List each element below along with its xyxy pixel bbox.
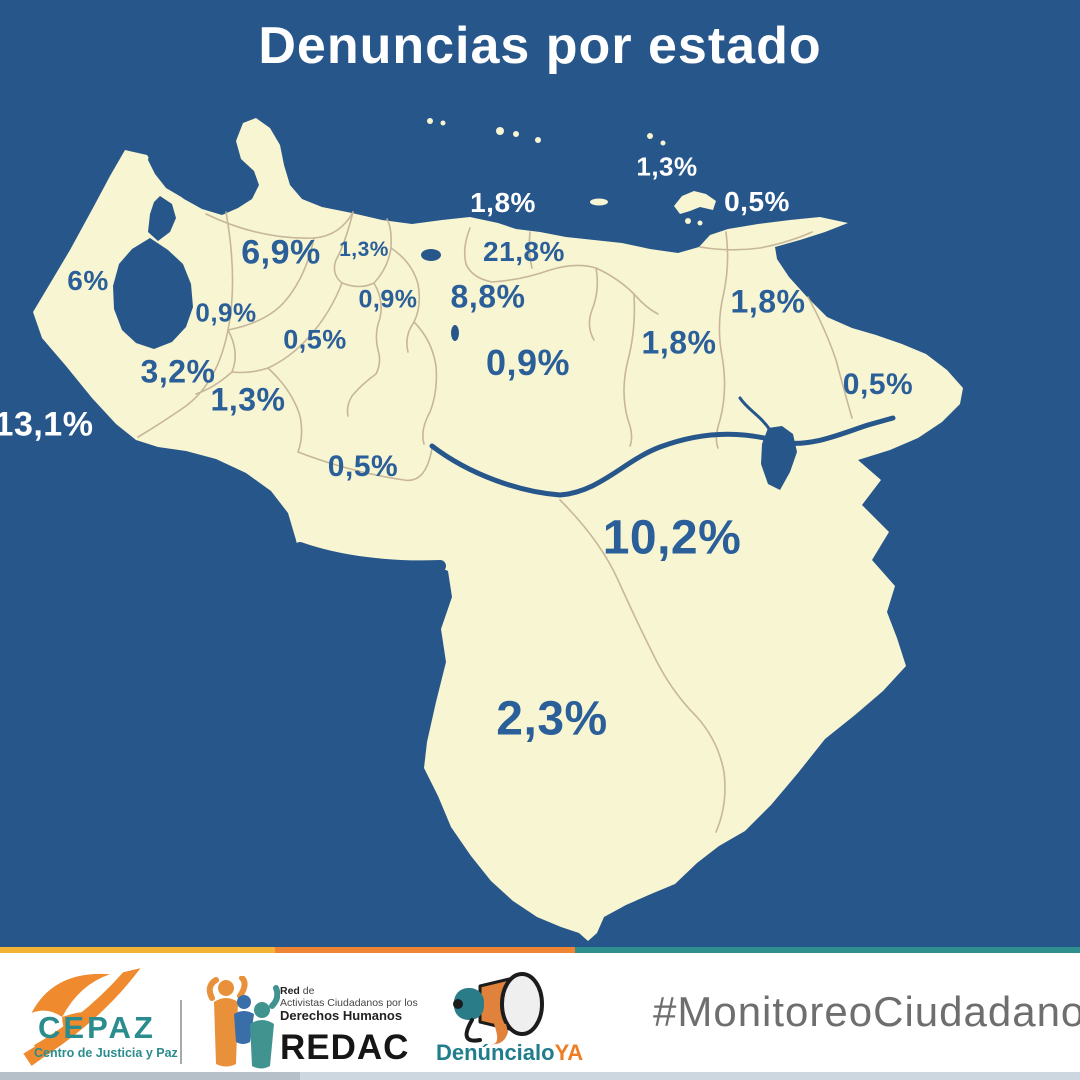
state-borders xyxy=(137,211,853,833)
bottom-border-left xyxy=(0,1072,300,1080)
redac-logo-text: REDAC xyxy=(280,1028,410,1067)
redac-line1-bold: Red xyxy=(280,985,300,997)
redac-line1: Red de xyxy=(280,985,314,997)
denuncialoya-logo-text: DenúncialoYA xyxy=(436,1040,583,1066)
state-label-bolivar: 10,2% xyxy=(602,511,742,565)
stripe-teal xyxy=(575,947,1080,953)
bottom-border xyxy=(0,1072,1080,1080)
caroni-river xyxy=(738,396,772,432)
state-label-portuguesa: 0,5% xyxy=(283,324,347,355)
state-label-aragua: 8,8% xyxy=(450,278,526,315)
cepaz-logo-text: CEPAZ xyxy=(38,1010,156,1045)
state-label-falcon: 6% xyxy=(67,265,109,296)
ya-text: YA xyxy=(554,1040,584,1065)
venezuela-landmass xyxy=(33,118,963,941)
redac-line3: Derechos Humanos xyxy=(280,1008,403,1023)
footer-accent-stripe xyxy=(0,947,1080,953)
state-label-yaracuy: 1,3% xyxy=(339,238,389,261)
apure-border-river xyxy=(294,542,446,573)
redac-line1-rest: de xyxy=(299,985,315,997)
hashtag-text: #MonitoreoCiudadano xyxy=(653,988,1080,1035)
state-label-lara: 6,9% xyxy=(241,233,321,272)
denuncialo-text: Denúncialo xyxy=(436,1040,555,1065)
small-lagoon xyxy=(451,325,459,341)
state-label-trujillo: 0,9% xyxy=(195,297,257,328)
redac-line2: Activistas Ciudadanos por los xyxy=(280,997,418,1009)
islands xyxy=(427,118,716,226)
rivers xyxy=(294,396,896,573)
megaphone-icon xyxy=(453,972,544,1045)
footer-divider xyxy=(180,1000,182,1064)
state-label-amazonas: 2,3% xyxy=(496,692,608,746)
state-label-barinas: 1,3% xyxy=(210,381,286,418)
state-label-distrito-capital: 21,8% xyxy=(483,236,565,267)
state-label-guarico: 0,9% xyxy=(485,342,571,383)
state-label-delta-amacuro: 0,5% xyxy=(842,368,914,401)
state-label-anzoategui: 1,8% xyxy=(641,324,717,361)
lake-valencia xyxy=(421,249,441,261)
orinoco-river xyxy=(429,415,896,498)
state-label-monagas: 1,8% xyxy=(730,283,806,320)
stripe-orange xyxy=(275,947,575,953)
state-label-dependencias: 0,5% xyxy=(724,186,790,217)
state-label-apure: 0,5% xyxy=(327,450,399,483)
guri-reservoir xyxy=(761,426,797,490)
state-label-merida-tachira: 3,2% xyxy=(140,353,216,390)
people-figures-icon xyxy=(206,976,280,1069)
state-label-carabobo: 0,9% xyxy=(358,285,418,314)
page-title: Denuncias por estado xyxy=(258,17,822,75)
lake-maracaibo xyxy=(113,150,246,349)
stripe-gold xyxy=(0,947,275,953)
cepaz-tagline: Centro de Justicia y Paz xyxy=(34,1046,178,1060)
state-label-vargas: 1,8% xyxy=(470,187,536,218)
state-label-zulia: 13,1% xyxy=(0,405,94,444)
dove-icon xyxy=(23,968,141,1066)
state-label-nueva-esparta: 1,3% xyxy=(636,151,698,182)
